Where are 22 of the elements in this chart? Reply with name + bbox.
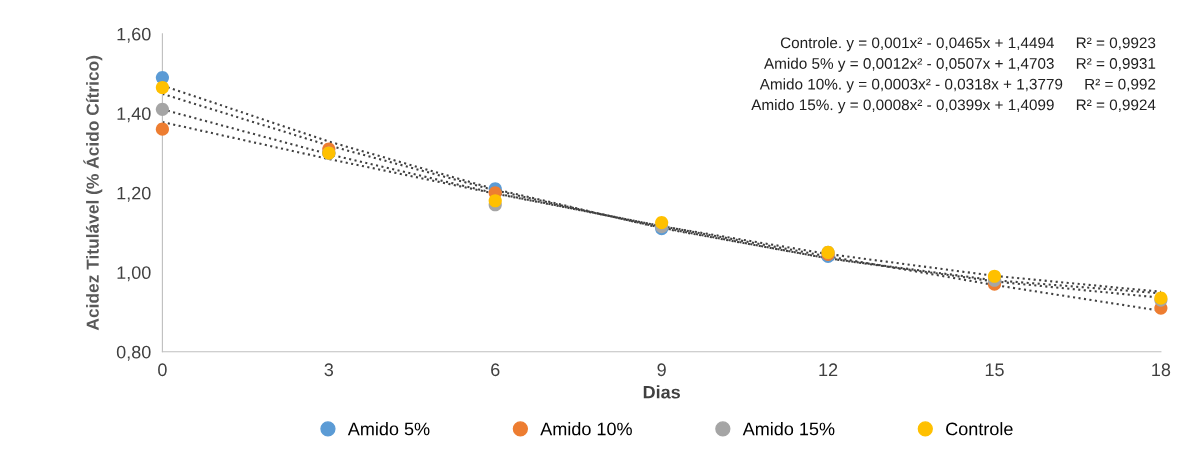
x-tick-label: 3 [324,363,334,377]
x-tick-label: 0 [158,363,167,377]
annotation: Amido 5% y = 0,0012x² - 0,0507x + 1,4703 R² = 0,9931 [764,57,1156,72]
x-tick-label: 12 [819,363,838,376]
y-axis-title: Acidez Titulável (% Ácido Cítrico) [83,55,103,331]
y-tick-label: 1,20 [117,186,151,202]
legend-label: Amido 5% [347,422,430,436]
y-tick-label: 1,60 [117,27,151,43]
annotation: Amido 10%. y = 0,0003x² - 0,0318x + 1,3779 R² = 0,992 [759,78,1156,93]
y-tick-label: 0,80 [116,345,151,361]
legend-label: Amido 15% [742,422,835,436]
legend-label: Controle [946,422,1013,436]
x-tick-label: 9 [657,363,666,377]
x-tick-label: 6 [491,363,500,377]
annotation: Controle. y = 0,001x² - 0,0465x + 1,4494 R² = 0,9923 [780,37,1156,52]
y-tick-label: 1,00 [117,266,151,282]
x-axis-title: Dias [643,385,680,399]
x-tick-label: 15 [985,363,1004,377]
x-tick-label: 18 [1152,363,1171,377]
annotation: Amido 15%. y = 0,0008x² - 0,0399x + 1,4099 R² = 0,9924 [751,99,1156,114]
y-tick-label: 1,40 [117,107,151,123]
legend-label: Amido 10% [540,422,632,436]
